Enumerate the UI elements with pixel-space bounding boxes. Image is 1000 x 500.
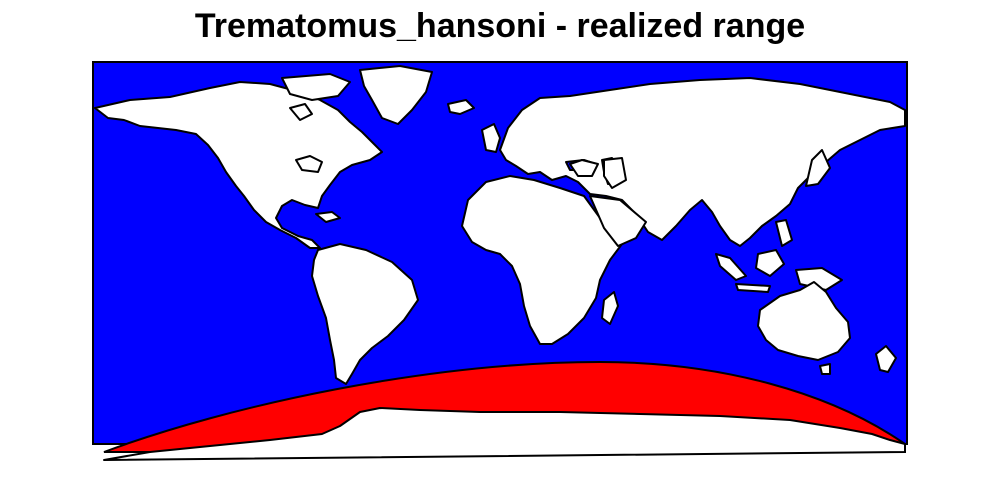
map-title: Trematomus_hansoni - realized range [194, 7, 806, 45]
landmasses [94, 65, 906, 461]
australia [757, 281, 851, 361]
java [735, 283, 771, 293]
new-zealand [875, 345, 897, 373]
south-america [311, 243, 419, 385]
japan [805, 149, 831, 187]
iceland [447, 99, 475, 115]
greenland [359, 65, 433, 125]
tasmania [819, 363, 831, 375]
africa [461, 175, 623, 345]
hudson-islands [289, 103, 313, 121]
north-america [94, 81, 383, 249]
philippines [775, 219, 793, 247]
antarctica [103, 407, 906, 461]
british-isles [481, 123, 501, 153]
borneo [755, 249, 785, 277]
sumatra [715, 253, 747, 281]
caribbean-islands [315, 211, 341, 223]
new-guinea [795, 267, 843, 291]
arabia [589, 195, 647, 247]
eurasia [499, 77, 906, 247]
central-asian-lakes [569, 157, 627, 189]
great-lakes [295, 155, 323, 173]
madagascar [601, 291, 619, 325]
arctic-islands [281, 73, 351, 101]
